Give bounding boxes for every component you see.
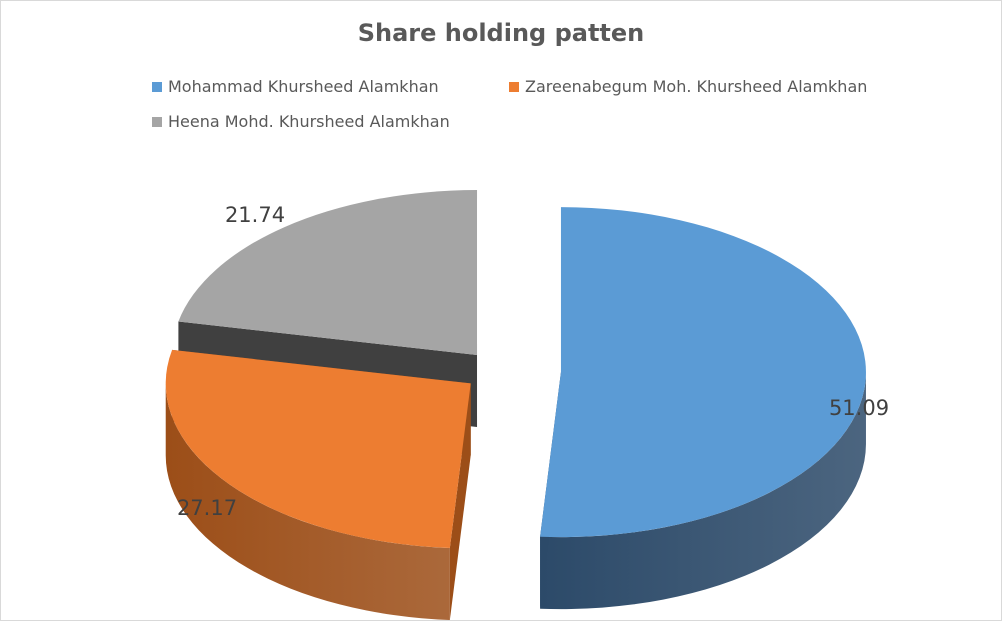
slice-top-1 (165, 349, 471, 549)
legend-swatch-1 (509, 81, 519, 92)
legend-swatch-2 (152, 116, 162, 127)
chart-title: Share holding patten (357, 19, 645, 47)
legend-label-0: Mohammad Khursheed Alamkhan (168, 77, 439, 96)
legend-label-2: Heena Mohd. Khursheed Alamkhan (168, 112, 450, 131)
legend-swatch-0 (152, 81, 162, 92)
slice-top-0 (540, 207, 866, 538)
legend-label-1: Zareenabegum Moh. Khursheed Alamkhan (525, 77, 868, 96)
pie-slice-1 (165, 349, 471, 620)
slice-rim-1 (165, 383, 450, 620)
data-label-2: 21.74 (225, 203, 285, 227)
data-label-0: 51.09 (829, 396, 889, 420)
pie-slice-0 (540, 207, 866, 610)
slice-top-2 (178, 190, 478, 356)
legend-item-0: Mohammad Khursheed Alamkhan (152, 77, 439, 96)
legend-item-1: Zareenabegum Moh. Khursheed Alamkhan (509, 77, 867, 96)
slice-rim-0 (540, 372, 866, 610)
data-label-1: 27.17 (177, 496, 237, 520)
legend-item-2: Heena Mohd. Khursheed Alamkhan (152, 112, 450, 131)
